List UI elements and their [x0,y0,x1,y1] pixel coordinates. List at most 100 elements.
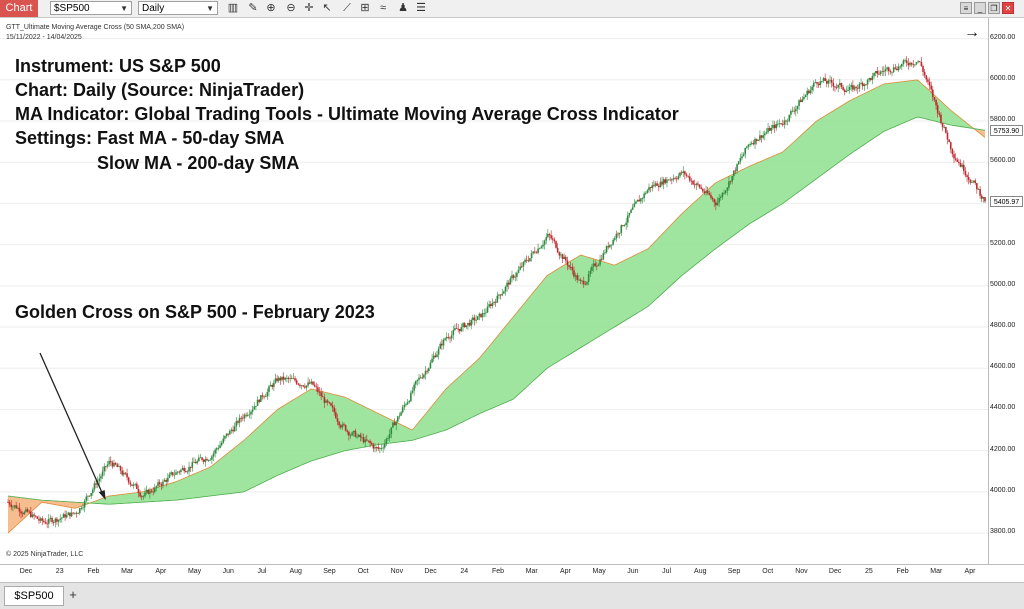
candle-body [113,462,115,467]
candle-body [625,222,627,226]
candle-body [171,472,174,475]
candle-body [411,390,414,393]
candle-body [578,279,580,281]
candle-body [419,377,422,379]
fast-ma-line [7,79,986,534]
instrument-select[interactable]: $SP500 ▼ [50,1,132,15]
zoom-out-icon[interactable]: ⊖ [286,2,296,14]
candle-body [750,143,753,145]
price-chart-plot[interactable] [0,18,988,564]
price-tick-label: 5600.00 [990,157,1016,165]
candle-body [726,187,729,191]
candle-body [397,416,399,422]
candle-body [972,180,975,183]
time-tick-label: Apr [155,568,167,575]
candle-body [413,384,415,391]
templates-icon[interactable]: ⊞ [360,2,370,14]
candle-body [144,492,146,497]
candle-body [426,370,428,372]
candle-body [475,319,477,321]
candle-body [752,143,755,145]
indicators-icon[interactable]: ≈ [379,2,387,14]
candle-body [741,156,743,159]
candle-body [847,89,849,92]
time-tick-label: Dec [424,568,437,575]
candle-body [429,362,432,369]
candle-body [798,100,800,106]
candle-body [887,67,890,71]
candle-body [463,323,466,328]
candle-body [856,87,859,89]
candle-body [317,387,319,392]
candle-body [640,198,642,202]
strategies-icon[interactable]: ♟ [398,2,408,14]
candle-body [271,384,274,387]
candle-body [455,328,458,329]
time-tick-label: Feb [896,568,909,575]
candle-body [816,82,818,84]
chart-tab[interactable]: Chart [0,0,38,17]
candle-body [871,76,874,80]
candle-body [599,259,601,265]
candle-body [297,383,300,385]
zoom-in-icon[interactable]: ⊕ [266,2,276,14]
crosshair-icon[interactable]: ✛ [304,2,314,14]
candle-body [289,378,291,380]
candle-body [457,328,459,330]
candle-body [525,259,528,261]
candle-body [897,66,900,71]
candle-body [767,128,769,133]
candle-body [519,266,521,270]
candle-body [553,239,556,242]
candle-body [852,85,854,90]
candle-body [155,486,158,488]
annotation-instrument: Instrument: US S&P 500 [15,56,221,76]
properties-icon[interactable]: ☰ [416,2,426,14]
candle-body [914,64,916,66]
candle-body [925,75,928,80]
candle-body [718,197,720,203]
candle-body [706,190,709,194]
candle-body [951,149,954,155]
candle-body [969,179,972,183]
candle-body [450,335,453,339]
candle-body [964,171,967,176]
candle-body [77,513,79,514]
price-axis[interactable]: 3800.00 4000.00 4200.00 4400.00 4600.00 4800.… [988,18,1024,564]
candle-body [170,472,172,475]
candle-body [724,190,727,193]
bars-type-icon[interactable]: ▥ [227,2,239,14]
time-axis[interactable]: Dec 23 Feb Mar Apr May Jun Jul Aug Sep Oct Nov Dec 24… [0,564,1024,583]
candle-body [775,123,778,129]
candle-body [486,306,489,313]
candle-body [320,392,322,397]
window-menu-icon[interactable]: ≡ [960,2,972,14]
candle-body [643,193,645,199]
restore-icon[interactable]: ❐ [988,2,1000,14]
candle-body [339,425,342,428]
instrument-tab[interactable]: $SP500 [4,586,64,606]
candle-body [34,515,37,517]
candle-body [245,414,247,416]
candle-body [39,518,42,521]
minimize-icon[interactable]: _ [974,2,986,14]
close-icon[interactable]: ✕ [1002,2,1014,14]
candle-body [136,483,138,490]
candle-body [284,378,287,380]
pointer-icon[interactable]: ↖ [322,2,332,14]
draw-tools-icon[interactable]: ⟋ [343,2,351,14]
candle-body [814,82,817,83]
candle-body [390,427,393,435]
candle-body [537,248,539,253]
candle-body [721,192,724,198]
candle-body [612,239,614,245]
interval-select[interactable]: Daily ▼ [138,1,218,15]
candle-body [858,84,861,89]
draw-pencil-icon[interactable]: ✎ [248,2,258,14]
add-tab-button[interactable]: + [69,587,77,602]
candle-body [602,253,605,260]
candle-body [889,70,892,73]
candle-body [943,127,946,128]
candle-body [246,415,249,416]
arrow-right-icon[interactable]: → [964,24,980,41]
